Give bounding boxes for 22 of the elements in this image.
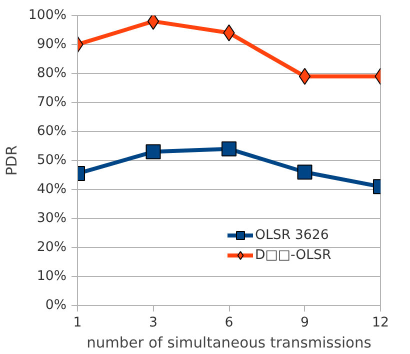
y-tick-label: 40%	[36, 182, 66, 197]
x-tick-label: 3	[149, 316, 158, 330]
y-tick-label: 90%	[36, 37, 66, 52]
y-tick-label: 100%	[28, 8, 67, 23]
point	[297, 164, 312, 180]
y-tick-label: 0%	[45, 298, 67, 313]
legend-label: OLSR 3626	[255, 228, 329, 242]
x-axis-title: number of simultaneous transmissions	[86, 334, 372, 352]
y-tick-label: 20%	[36, 240, 66, 255]
x-tick-label: 6	[224, 316, 234, 330]
x-tick-label: 1	[73, 316, 82, 330]
x-tick-label: 12	[372, 316, 389, 330]
y-tick-label: 50%	[36, 153, 66, 168]
y-tick-label: 80%	[36, 66, 66, 81]
y-tick-label: 30%	[36, 211, 66, 226]
legend-label: D□□-OLSR	[255, 248, 332, 262]
y-tick-label: 60%	[36, 124, 66, 139]
point	[222, 141, 236, 156]
y-tick-label: 70%	[36, 95, 66, 110]
y-axis-title: PDR	[3, 145, 20, 176]
x-tick-label: 9	[300, 316, 309, 330]
y-tick-label: 10%	[36, 269, 66, 284]
